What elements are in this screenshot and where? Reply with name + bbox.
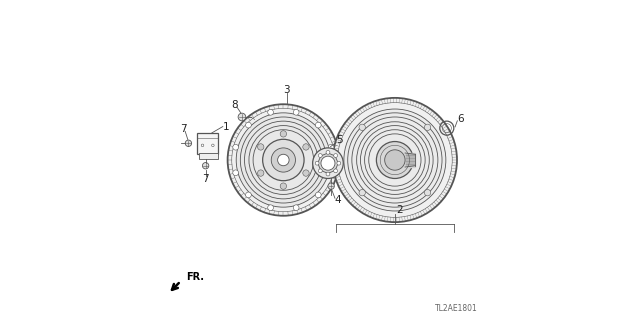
Circle shape xyxy=(262,139,304,181)
Circle shape xyxy=(257,144,264,150)
Circle shape xyxy=(316,122,321,128)
Circle shape xyxy=(303,144,309,150)
Bar xyxy=(199,153,218,159)
Circle shape xyxy=(268,109,273,115)
Circle shape xyxy=(293,205,299,211)
Circle shape xyxy=(359,124,365,131)
Circle shape xyxy=(326,172,330,176)
Circle shape xyxy=(321,156,335,170)
Circle shape xyxy=(202,163,209,169)
Circle shape xyxy=(185,140,191,147)
Circle shape xyxy=(236,113,330,207)
Circle shape xyxy=(246,122,252,128)
Circle shape xyxy=(212,144,214,147)
Circle shape xyxy=(278,154,289,166)
Circle shape xyxy=(313,148,343,179)
Circle shape xyxy=(424,189,431,196)
Circle shape xyxy=(280,131,287,137)
Circle shape xyxy=(257,170,264,176)
Circle shape xyxy=(337,161,340,165)
Circle shape xyxy=(293,109,299,115)
Circle shape xyxy=(328,144,334,150)
Circle shape xyxy=(271,148,296,172)
Circle shape xyxy=(233,144,239,150)
Text: 2: 2 xyxy=(396,205,403,215)
Text: 6: 6 xyxy=(457,114,463,124)
Circle shape xyxy=(326,150,330,154)
Text: 4: 4 xyxy=(335,196,342,205)
Text: 3: 3 xyxy=(284,85,290,95)
Circle shape xyxy=(318,154,322,157)
Circle shape xyxy=(333,154,337,157)
Text: 7: 7 xyxy=(202,174,209,184)
Circle shape xyxy=(344,109,446,211)
Text: 8: 8 xyxy=(232,100,238,110)
Text: 5: 5 xyxy=(336,135,342,145)
Circle shape xyxy=(328,183,334,189)
Circle shape xyxy=(319,154,337,173)
Circle shape xyxy=(359,189,365,196)
Text: 1: 1 xyxy=(223,122,229,132)
Circle shape xyxy=(268,205,273,211)
Circle shape xyxy=(328,170,334,176)
Circle shape xyxy=(333,98,457,222)
Circle shape xyxy=(316,192,321,198)
Circle shape xyxy=(228,104,339,216)
Text: TL2AE1801: TL2AE1801 xyxy=(435,304,477,313)
Circle shape xyxy=(316,161,319,165)
Circle shape xyxy=(376,141,413,179)
Circle shape xyxy=(233,170,239,176)
Circle shape xyxy=(280,183,287,189)
Circle shape xyxy=(238,113,246,121)
Text: 7: 7 xyxy=(180,124,187,134)
Circle shape xyxy=(303,170,309,176)
Circle shape xyxy=(246,192,252,198)
Circle shape xyxy=(201,144,204,147)
Bar xyxy=(197,133,218,154)
Circle shape xyxy=(333,169,337,173)
Circle shape xyxy=(385,150,405,170)
Text: FR.: FR. xyxy=(186,272,204,282)
Circle shape xyxy=(424,124,431,131)
Circle shape xyxy=(318,169,322,173)
